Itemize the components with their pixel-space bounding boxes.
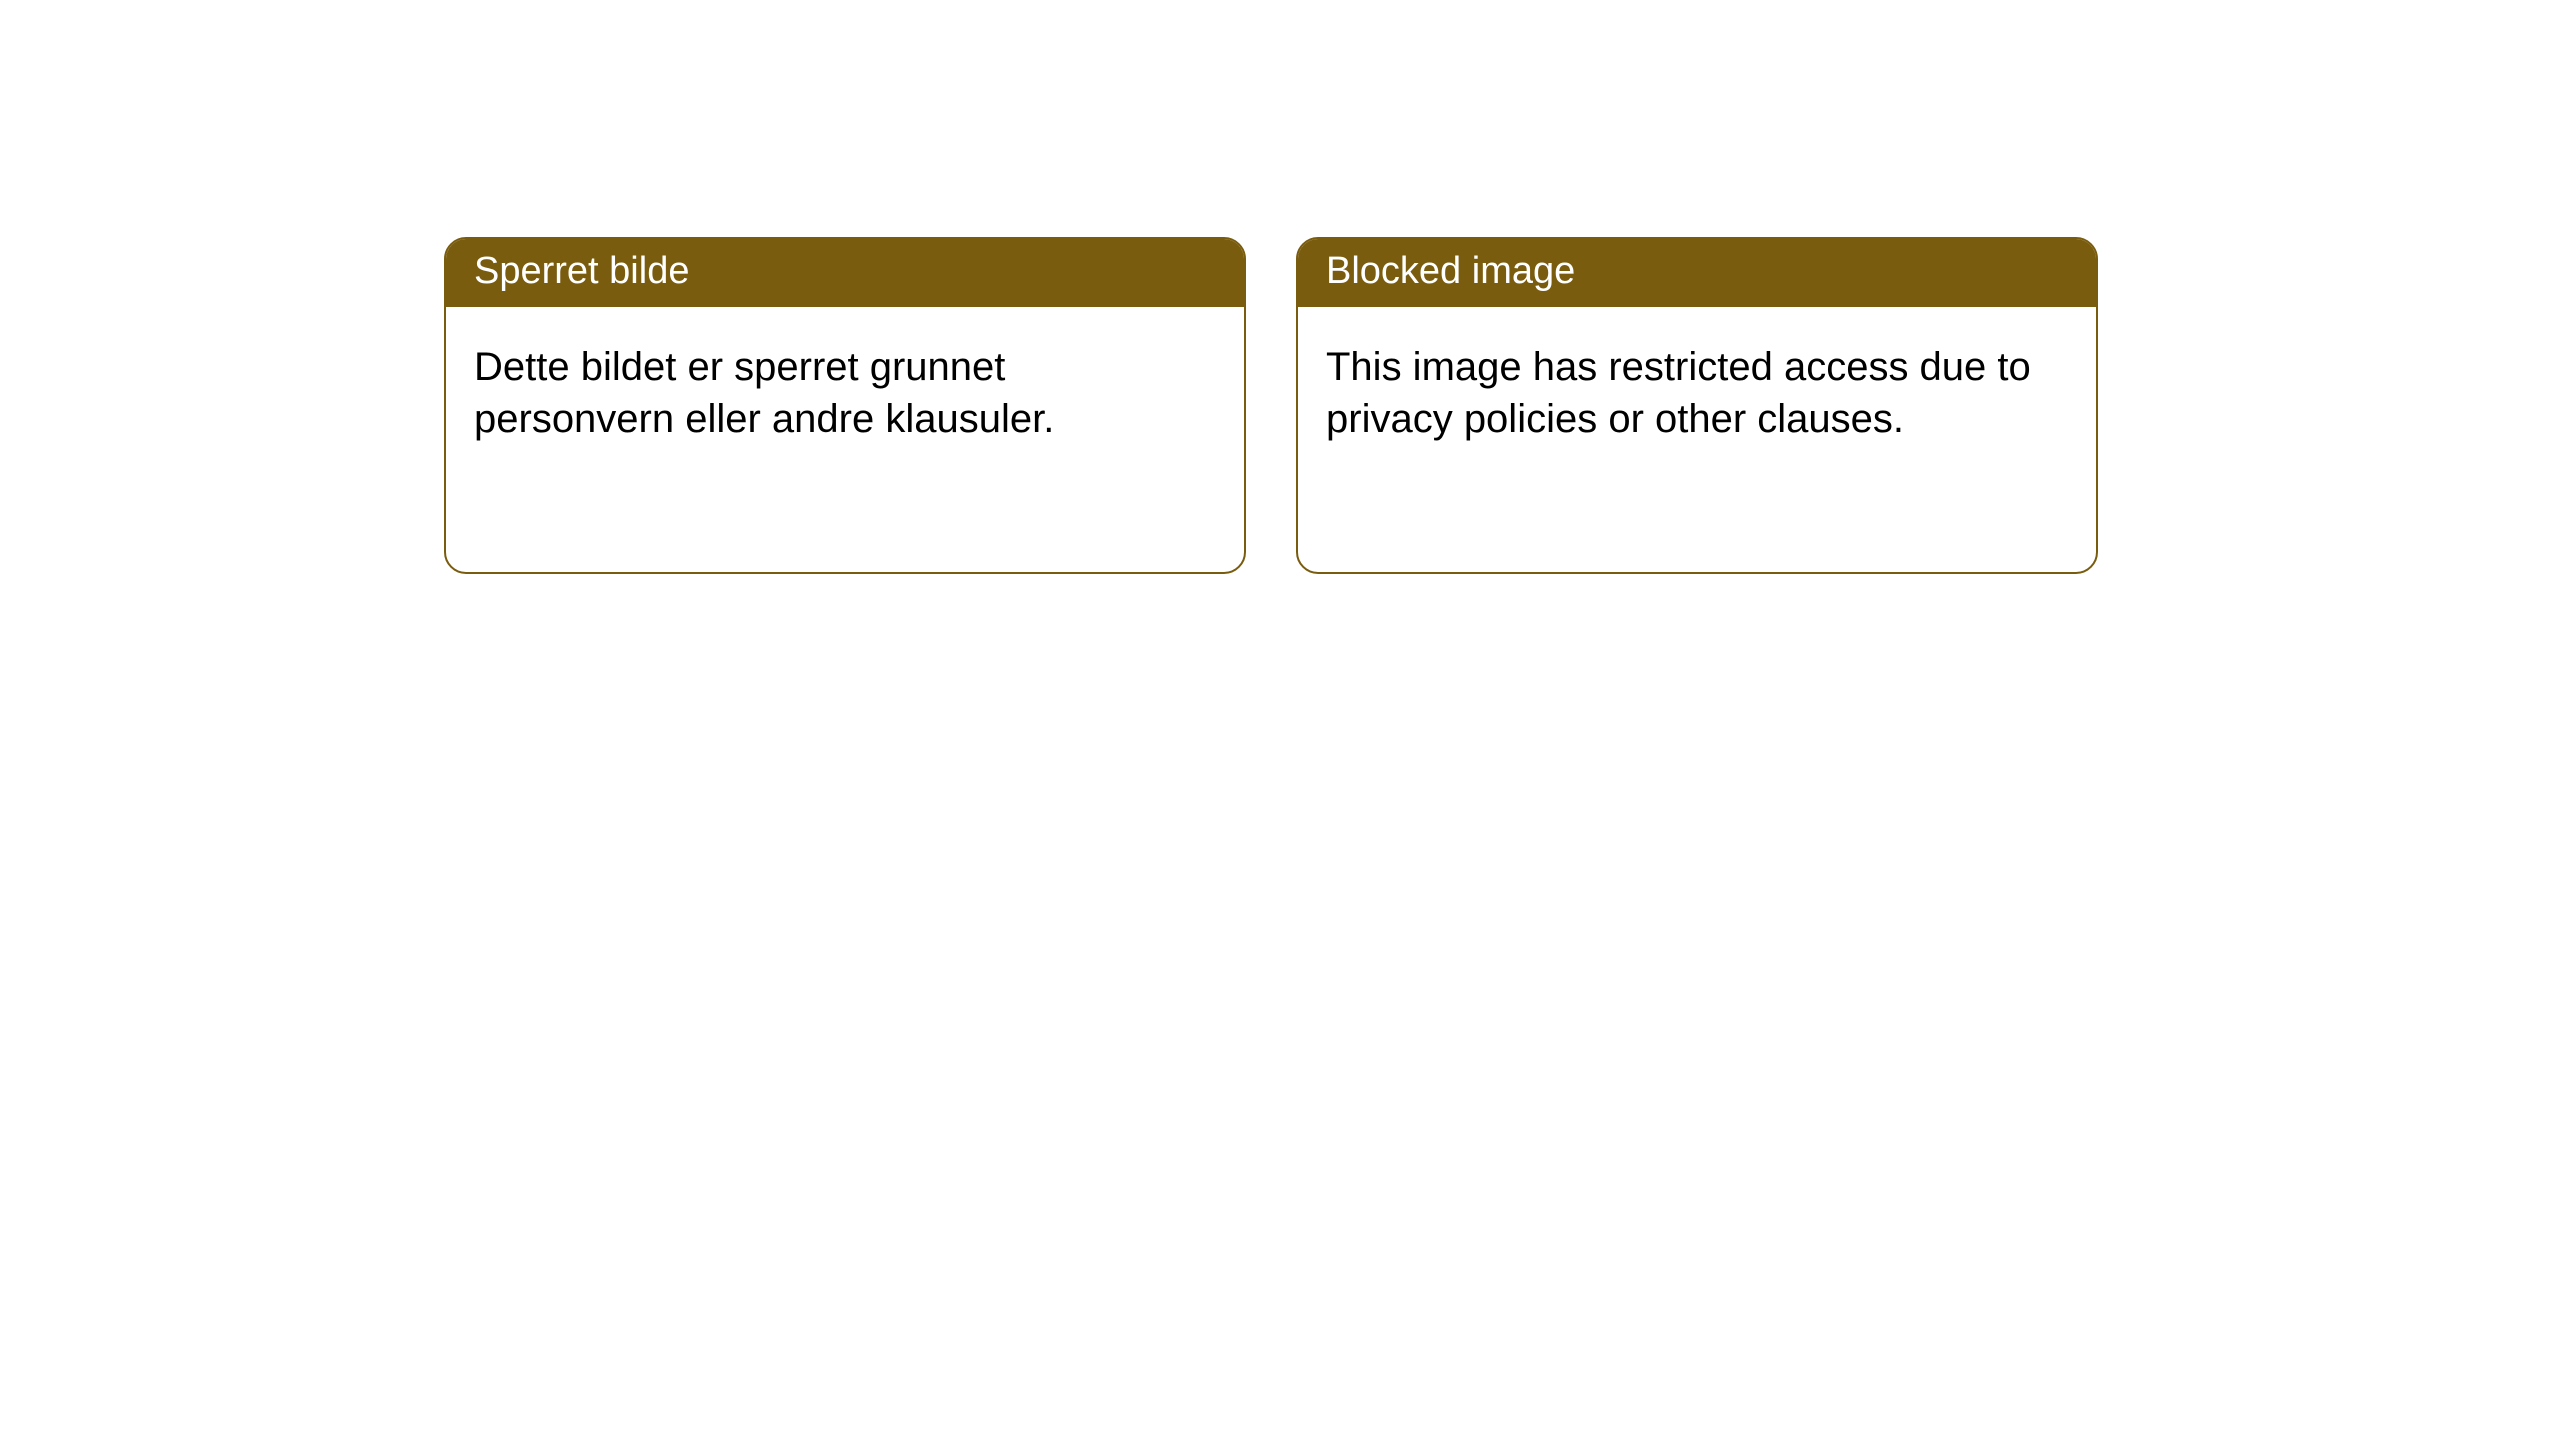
blocked-image-card-norwegian: Sperret bilde Dette bildet er sperret gr…	[444, 237, 1246, 574]
blocked-image-card-english: Blocked image This image has restricted …	[1296, 237, 2098, 574]
card-title-norwegian: Sperret bilde	[446, 239, 1244, 307]
card-body-norwegian: Dette bildet er sperret grunnet personve…	[446, 307, 1244, 479]
notice-cards-container: Sperret bilde Dette bildet er sperret gr…	[0, 0, 2560, 574]
card-body-english: This image has restricted access due to …	[1298, 307, 2096, 479]
card-title-english: Blocked image	[1298, 239, 2096, 307]
